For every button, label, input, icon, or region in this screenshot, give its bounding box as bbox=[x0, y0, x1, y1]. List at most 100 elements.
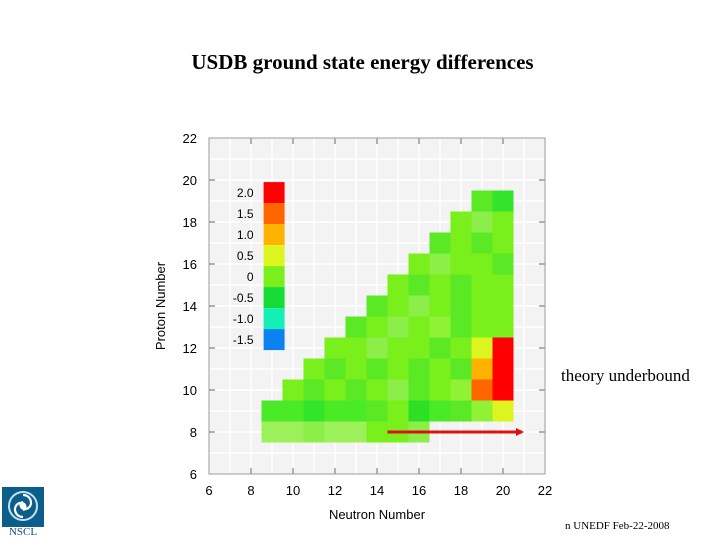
heatmap-cell bbox=[366, 400, 388, 422]
heatmap-cell bbox=[492, 400, 514, 422]
x-tick-label: 12 bbox=[328, 483, 342, 498]
legend-swatch bbox=[263, 203, 285, 225]
heatmap-cell bbox=[429, 232, 451, 254]
heatmap-cell bbox=[408, 295, 430, 317]
legend-label: -0.5 bbox=[233, 291, 254, 305]
heatmap-cell bbox=[471, 337, 493, 359]
heatmap-cell bbox=[450, 232, 472, 254]
x-tick-label: 10 bbox=[286, 483, 300, 498]
heatmap-cell bbox=[492, 211, 514, 233]
x-tick-label: 16 bbox=[412, 483, 426, 498]
y-tick-label: 8 bbox=[190, 425, 197, 440]
legend-swatch bbox=[263, 245, 285, 267]
heatmap-cell bbox=[492, 379, 514, 401]
heatmap-cell bbox=[408, 316, 430, 338]
chart-title: USDB ground state energy differences bbox=[191, 50, 534, 74]
legend-swatch bbox=[263, 329, 285, 351]
heatmap-cell bbox=[450, 358, 472, 380]
heatmap-cell bbox=[450, 337, 472, 359]
heatmap-cell bbox=[408, 253, 430, 275]
plot-frame bbox=[208, 137, 546, 475]
heatmap-cell bbox=[345, 421, 367, 443]
nscl-logo-icon: NSCL bbox=[2, 487, 44, 539]
y-tick-label: 10 bbox=[183, 383, 197, 398]
axis-ticks: 6 8 10 12 14 16 18 20 22 6 8 10 12 14 16 18 20 22 bbox=[183, 131, 553, 498]
heatmap-cell bbox=[408, 337, 430, 359]
heatmap-cell bbox=[303, 358, 325, 380]
heatmap-cell bbox=[387, 337, 409, 359]
legend-label: 0 bbox=[247, 270, 254, 284]
heatmap-cell bbox=[492, 316, 514, 338]
legend-label: -1.5 bbox=[233, 333, 254, 347]
heatmap-cell bbox=[387, 379, 409, 401]
x-tick-label: 14 bbox=[370, 483, 384, 498]
heatmap-cell bbox=[471, 274, 493, 296]
heatmap-cell bbox=[471, 232, 493, 254]
legend-swatch bbox=[263, 182, 285, 204]
x-tick-label: 8 bbox=[247, 483, 254, 498]
y-axis-label: Proton Number bbox=[153, 261, 168, 350]
heatmap-cell bbox=[282, 400, 304, 422]
heatmap-cell bbox=[345, 379, 367, 401]
x-axis-label: Neutron Number bbox=[329, 507, 426, 522]
legend-label: 2.0 bbox=[237, 186, 254, 200]
heatmap-cell bbox=[261, 400, 283, 422]
heatmap-cell bbox=[282, 379, 304, 401]
heatmap-cell bbox=[450, 379, 472, 401]
heatmap-cell bbox=[345, 358, 367, 380]
legend-swatch bbox=[263, 287, 285, 309]
heatmap-cell bbox=[429, 274, 451, 296]
color-legend: 2.0 1.5 1.0 0.5 0 -0.5 -1.0 -1.5 bbox=[233, 182, 285, 351]
heatmap-cell bbox=[450, 253, 472, 275]
x-tick-label: 6 bbox=[205, 483, 212, 498]
heatmap-cell bbox=[471, 316, 493, 338]
heatmap-cell bbox=[429, 400, 451, 422]
heatmap-cell bbox=[366, 295, 388, 317]
legend-label: -1.0 bbox=[233, 312, 254, 326]
heatmap-cell bbox=[324, 358, 346, 380]
heatmap-cell bbox=[471, 400, 493, 422]
legend-swatch bbox=[263, 308, 285, 330]
heatmap-cell bbox=[324, 421, 346, 443]
heatmap-cell bbox=[366, 421, 388, 443]
y-tick-label: 14 bbox=[183, 299, 197, 314]
heatmap-cell bbox=[366, 358, 388, 380]
heatmap-cell bbox=[492, 190, 514, 212]
heatmap-cell bbox=[408, 379, 430, 401]
y-tick-label: 18 bbox=[183, 215, 197, 230]
heatmap-cell bbox=[324, 379, 346, 401]
heatmap-cell bbox=[471, 379, 493, 401]
heatmap-cell bbox=[492, 253, 514, 275]
y-tick-label: 16 bbox=[183, 257, 197, 272]
theory-underbound-annotation: theory underbound bbox=[561, 366, 690, 385]
heatmap-cell bbox=[408, 274, 430, 296]
heatmap-cell bbox=[492, 358, 514, 380]
heatmap-cells bbox=[261, 190, 514, 443]
heatmap-cell bbox=[429, 295, 451, 317]
heatmap-cell bbox=[387, 274, 409, 296]
heatmap-cell bbox=[471, 253, 493, 275]
heatmap-cell bbox=[282, 421, 304, 443]
heatmap-cell bbox=[492, 232, 514, 254]
heatmap-cell bbox=[345, 400, 367, 422]
heatmap-cell bbox=[387, 295, 409, 317]
heatmap-cell bbox=[387, 400, 409, 422]
heatmap-cell bbox=[408, 358, 430, 380]
heatmap-cell bbox=[345, 316, 367, 338]
heatmap-cell bbox=[366, 316, 388, 338]
x-tick-label: 18 bbox=[454, 483, 468, 498]
heatmap-cell bbox=[387, 358, 409, 380]
heatmap-cell bbox=[408, 400, 430, 422]
y-tick-label: 12 bbox=[183, 341, 197, 356]
legend-label: 1.0 bbox=[237, 228, 254, 242]
heatmap-cell bbox=[345, 337, 367, 359]
legend-swatch bbox=[263, 224, 285, 246]
heatmap-cell bbox=[366, 379, 388, 401]
heatmap-cell bbox=[471, 358, 493, 380]
y-tick-label: 20 bbox=[183, 173, 197, 188]
heatmap-cell bbox=[450, 211, 472, 233]
y-tick-label: 6 bbox=[190, 467, 197, 482]
heatmap-cell bbox=[450, 274, 472, 296]
legend-label: 1.5 bbox=[237, 207, 254, 221]
